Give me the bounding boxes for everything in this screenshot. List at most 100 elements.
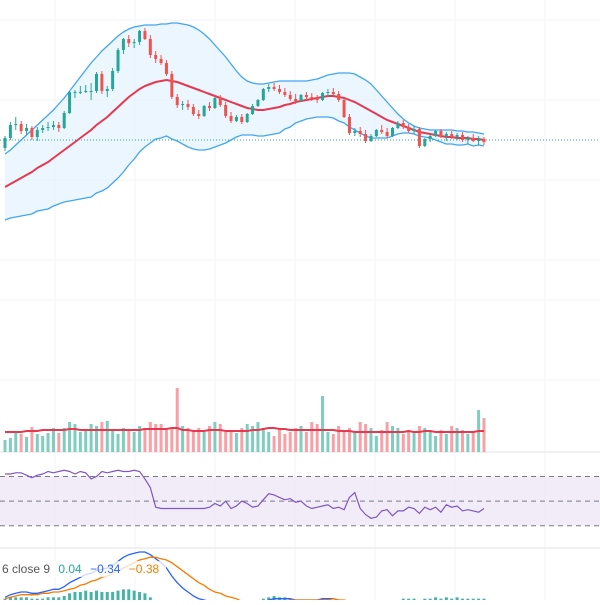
candle bbox=[30, 126, 34, 140]
volume-bar bbox=[374, 436, 378, 452]
candle bbox=[154, 51, 158, 63]
volume-bar bbox=[127, 430, 131, 452]
volume-bar bbox=[218, 424, 222, 452]
candle-body bbox=[3, 138, 7, 148]
macd-histogram-bar bbox=[111, 592, 115, 600]
candle-body bbox=[57, 125, 61, 128]
macd-legend: 6 close 9 0.04 −0.34 −0.38 bbox=[0, 561, 167, 577]
candle bbox=[337, 91, 341, 102]
candle-body bbox=[229, 116, 233, 121]
candle-body bbox=[138, 31, 142, 42]
candle bbox=[121, 38, 125, 54]
volume-bar bbox=[51, 428, 55, 452]
volume-bar bbox=[78, 432, 82, 452]
candle-body bbox=[127, 39, 131, 43]
candle bbox=[8, 122, 12, 140]
volume-bar bbox=[471, 432, 475, 452]
candle-body bbox=[471, 138, 475, 141]
volume-bar bbox=[41, 436, 45, 452]
volume-bar bbox=[434, 436, 438, 452]
candle-body bbox=[267, 87, 271, 89]
volume-bar bbox=[62, 428, 66, 452]
candle-body bbox=[224, 105, 228, 116]
candle-body bbox=[8, 125, 12, 138]
macd-histogram-bar bbox=[401, 598, 405, 600]
candle bbox=[234, 115, 238, 122]
volume-bar bbox=[164, 430, 168, 452]
candle-body bbox=[261, 89, 265, 100]
candle-body bbox=[100, 74, 104, 91]
volume-bar bbox=[191, 430, 195, 452]
candle-body bbox=[455, 135, 459, 137]
volume-bar bbox=[450, 426, 454, 452]
macd-histogram-bar bbox=[444, 597, 448, 600]
candle bbox=[331, 88, 335, 95]
candle bbox=[197, 110, 201, 119]
macd-histogram-bar bbox=[412, 598, 416, 600]
volume-bar bbox=[444, 434, 448, 452]
volume-bar bbox=[94, 426, 98, 452]
volume-bar bbox=[391, 426, 395, 452]
candle bbox=[143, 28, 147, 40]
macd-histogram-bar bbox=[30, 598, 34, 600]
volume-bar bbox=[428, 432, 432, 452]
candle bbox=[25, 124, 29, 135]
volume-bar bbox=[304, 432, 308, 452]
volume-bar bbox=[385, 422, 389, 452]
candle bbox=[191, 104, 195, 116]
volume-bar bbox=[138, 426, 142, 452]
candle-body bbox=[197, 114, 201, 116]
macd-histogram-bar bbox=[261, 598, 265, 600]
bollinger-upper-line bbox=[4, 22, 485, 155]
volume-bar bbox=[202, 432, 206, 452]
candle-body bbox=[46, 127, 50, 128]
candle-body bbox=[331, 92, 335, 94]
candle bbox=[364, 130, 368, 143]
candle bbox=[272, 83, 276, 91]
volume-bar bbox=[407, 430, 411, 452]
candle bbox=[369, 134, 373, 142]
candle-body bbox=[353, 131, 357, 133]
candle-body bbox=[208, 106, 212, 108]
macd-histogram-bar bbox=[8, 597, 12, 600]
volume-bar bbox=[417, 426, 421, 452]
volume-bar bbox=[35, 434, 39, 452]
macd-histogram-bar bbox=[466, 598, 470, 600]
candle bbox=[256, 99, 260, 107]
price-pane[interactable] bbox=[0, 22, 600, 221]
candle bbox=[202, 105, 206, 117]
candle bbox=[213, 97, 217, 109]
rsi-pane[interactable] bbox=[0, 469, 600, 527]
macd-histogram-bar bbox=[89, 592, 93, 600]
macd-histogram-bar bbox=[73, 592, 77, 600]
macd-histogram-bar bbox=[148, 597, 152, 600]
macd-histogram-bar bbox=[272, 596, 276, 600]
volume-bar bbox=[369, 428, 373, 452]
volume-pane[interactable] bbox=[3, 388, 486, 452]
candle bbox=[396, 121, 400, 129]
candle-body bbox=[78, 92, 82, 93]
candle bbox=[380, 125, 384, 134]
candle-body bbox=[272, 87, 276, 89]
candle-body bbox=[444, 134, 448, 136]
volume-bar bbox=[116, 434, 120, 452]
candle bbox=[342, 98, 346, 118]
volume-bar bbox=[213, 422, 217, 452]
volume-bar bbox=[111, 430, 115, 452]
candle bbox=[358, 127, 362, 137]
macd-histogram-bar bbox=[428, 598, 432, 600]
volume-bar bbox=[299, 426, 303, 452]
candle-body bbox=[25, 128, 29, 131]
candle-body bbox=[460, 135, 464, 140]
candle-body bbox=[105, 89, 109, 91]
macd-legend-macd-value: −0.34 bbox=[90, 562, 121, 576]
volume-bar bbox=[8, 438, 12, 452]
macd-histogram-bar bbox=[138, 592, 142, 600]
macd-histogram-bar bbox=[482, 598, 486, 600]
volume-bar bbox=[19, 434, 23, 452]
candle bbox=[374, 129, 378, 137]
candle-body bbox=[89, 91, 93, 92]
candle bbox=[78, 86, 82, 94]
